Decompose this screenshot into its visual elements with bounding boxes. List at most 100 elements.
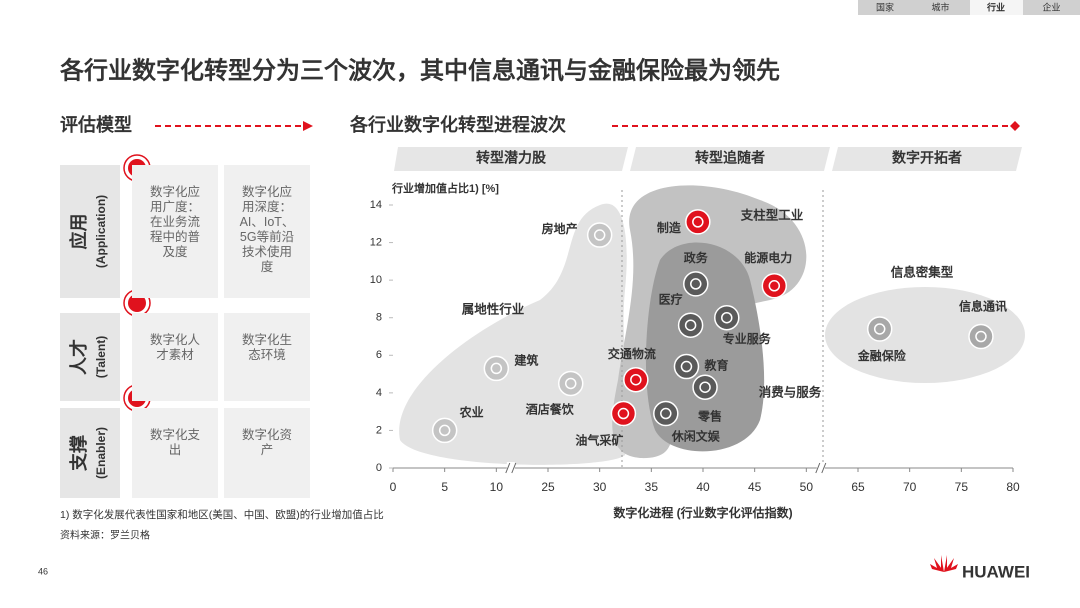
y-tick-label: 2 [376,424,382,436]
slide-title: 各行业数字化转型分为三个波次，其中信息通讯与金融保险最为领先 [59,56,780,84]
industry-icon [630,373,642,386]
axis-break-gap [816,462,825,474]
nav-bar [858,0,1080,15]
nav-tab[interactable]: 城市 [931,1,949,12]
cell-text: 数字化资产 [241,428,292,457]
group-label: 支柱型工业 [740,207,804,222]
industry-label: 金融保险 [857,348,907,363]
x-tick-label: 0 [390,480,397,494]
arrow-head [1010,121,1020,131]
section-heading: 各行业数字化转型进程波次 [349,114,566,135]
industry-marker [761,273,788,299]
cell-text: 数字化生态环境 [241,333,292,362]
group-label: 属地性行业 [462,301,525,316]
y-axis-label: 行业增加值占比1) [%] [391,181,499,195]
page-number: 46 [38,566,48,576]
x-tick-label: 40 [696,480,710,494]
industry-label: 农业 [459,405,484,420]
industry-icon [768,280,781,292]
section-heading: 评估模型 [60,114,132,135]
wave-label: 数字开拓者 [892,150,962,166]
industry-icon [690,278,702,290]
nav-tab[interactable]: 行业 [986,1,1005,12]
model-cell: 数字化资产 [224,408,310,498]
industry-marker [653,400,679,427]
industry-marker [677,312,704,338]
x-tick-label: 35 [645,480,659,494]
wave-label: 转型追随者 [695,150,765,166]
logo-mark [930,555,958,572]
y-tick-label: 12 [370,236,382,248]
x-tick-label: 50 [800,480,814,494]
axis-break [505,462,517,474]
cell-text: 数字化应用广度：在业务流程中的普及度 [149,185,200,259]
industry-label: 零售 [697,408,722,423]
arrow-head [303,121,313,131]
industry-marker [623,366,649,393]
y-tick-label: 8 [376,312,382,324]
logo-text: HUAWEI [962,562,1030,581]
industry-marker [866,316,893,342]
row-title: 应用 [68,214,89,250]
row-title: 人才 [68,339,89,375]
industry-label: 信息通讯 [959,299,1007,314]
x-axis-label: 数字化进程 (行业数字化评估指数) [613,505,792,520]
model-cell: 数字化支出 [132,408,218,498]
industry-icon [490,362,503,375]
nav-tab[interactable]: 企业 [1042,1,1060,12]
cell-text: 数字化人才素材 [149,333,200,362]
y-tick-label: 0 [376,462,382,474]
industry-marker [692,374,718,400]
row-label: 支撑 (Enabler) [68,427,108,479]
industry-label: 教育 [703,358,728,373]
x-tick-label: 80 [1006,480,1020,494]
x-tick-label: 75 [955,480,969,494]
cell-text: 数字化支出 [149,428,200,457]
industry-icon [873,323,886,335]
row-box [60,165,120,298]
y-tick-label: 10 [370,274,382,286]
row-box [60,313,120,401]
row-subtitle: (Application) [94,195,108,268]
industry-label: 医疗 [659,291,683,306]
x-tick-label: 25 [541,480,555,494]
footnote: 1) 数字化发展代表性国家和地区(美国、中国、欧盟)的行业增加值占比 [60,508,384,521]
model-cell: 数字化应用深度：AI、IoT、5G等前沿技术使用度 [224,165,310,298]
wave-band [832,147,1022,171]
industry-icon [617,407,630,420]
industry-icon [721,311,733,324]
industry-label: 房地产 [542,221,578,236]
cell-text: 数字化应用深度：AI、IoT、5G等前沿技术使用度 [239,185,295,274]
wave-label: 转型潜力股 [476,150,547,166]
nav-tab[interactable]: 国家 [876,1,894,12]
blob-inner [645,242,765,452]
x-tick-label: 70 [903,480,917,494]
industry-icon [680,360,693,373]
axis-break [815,462,827,474]
wave-band [630,147,830,171]
industry-icon [564,377,577,390]
industry-marker [431,417,458,444]
industry-marker [685,209,711,235]
industry-marker [586,222,613,248]
row-subtitle: (Enabler) [94,427,108,479]
nav-tab-active [970,0,1023,15]
wave-band [394,147,628,171]
row-title: 支撑 [68,435,89,472]
industry-icon [975,330,987,343]
model-cell: 数字化人才素材 [132,313,218,401]
group-label: 消费与服务 [759,384,822,399]
y-tick-label: 14 [370,199,382,211]
industry-icon [438,424,451,437]
row-label: 应用 (Application) [68,195,108,268]
row-subtitle: (Talent) [94,336,108,378]
industry-marker [557,370,584,397]
industry-label: 专业服务 [723,331,772,346]
blob-right [825,287,1025,383]
x-tick-label: 10 [490,480,504,494]
industry-label: 酒店餐饮 [526,402,575,417]
x-tick-label: 5 [441,480,448,494]
x-tick-label: 65 [851,480,865,494]
